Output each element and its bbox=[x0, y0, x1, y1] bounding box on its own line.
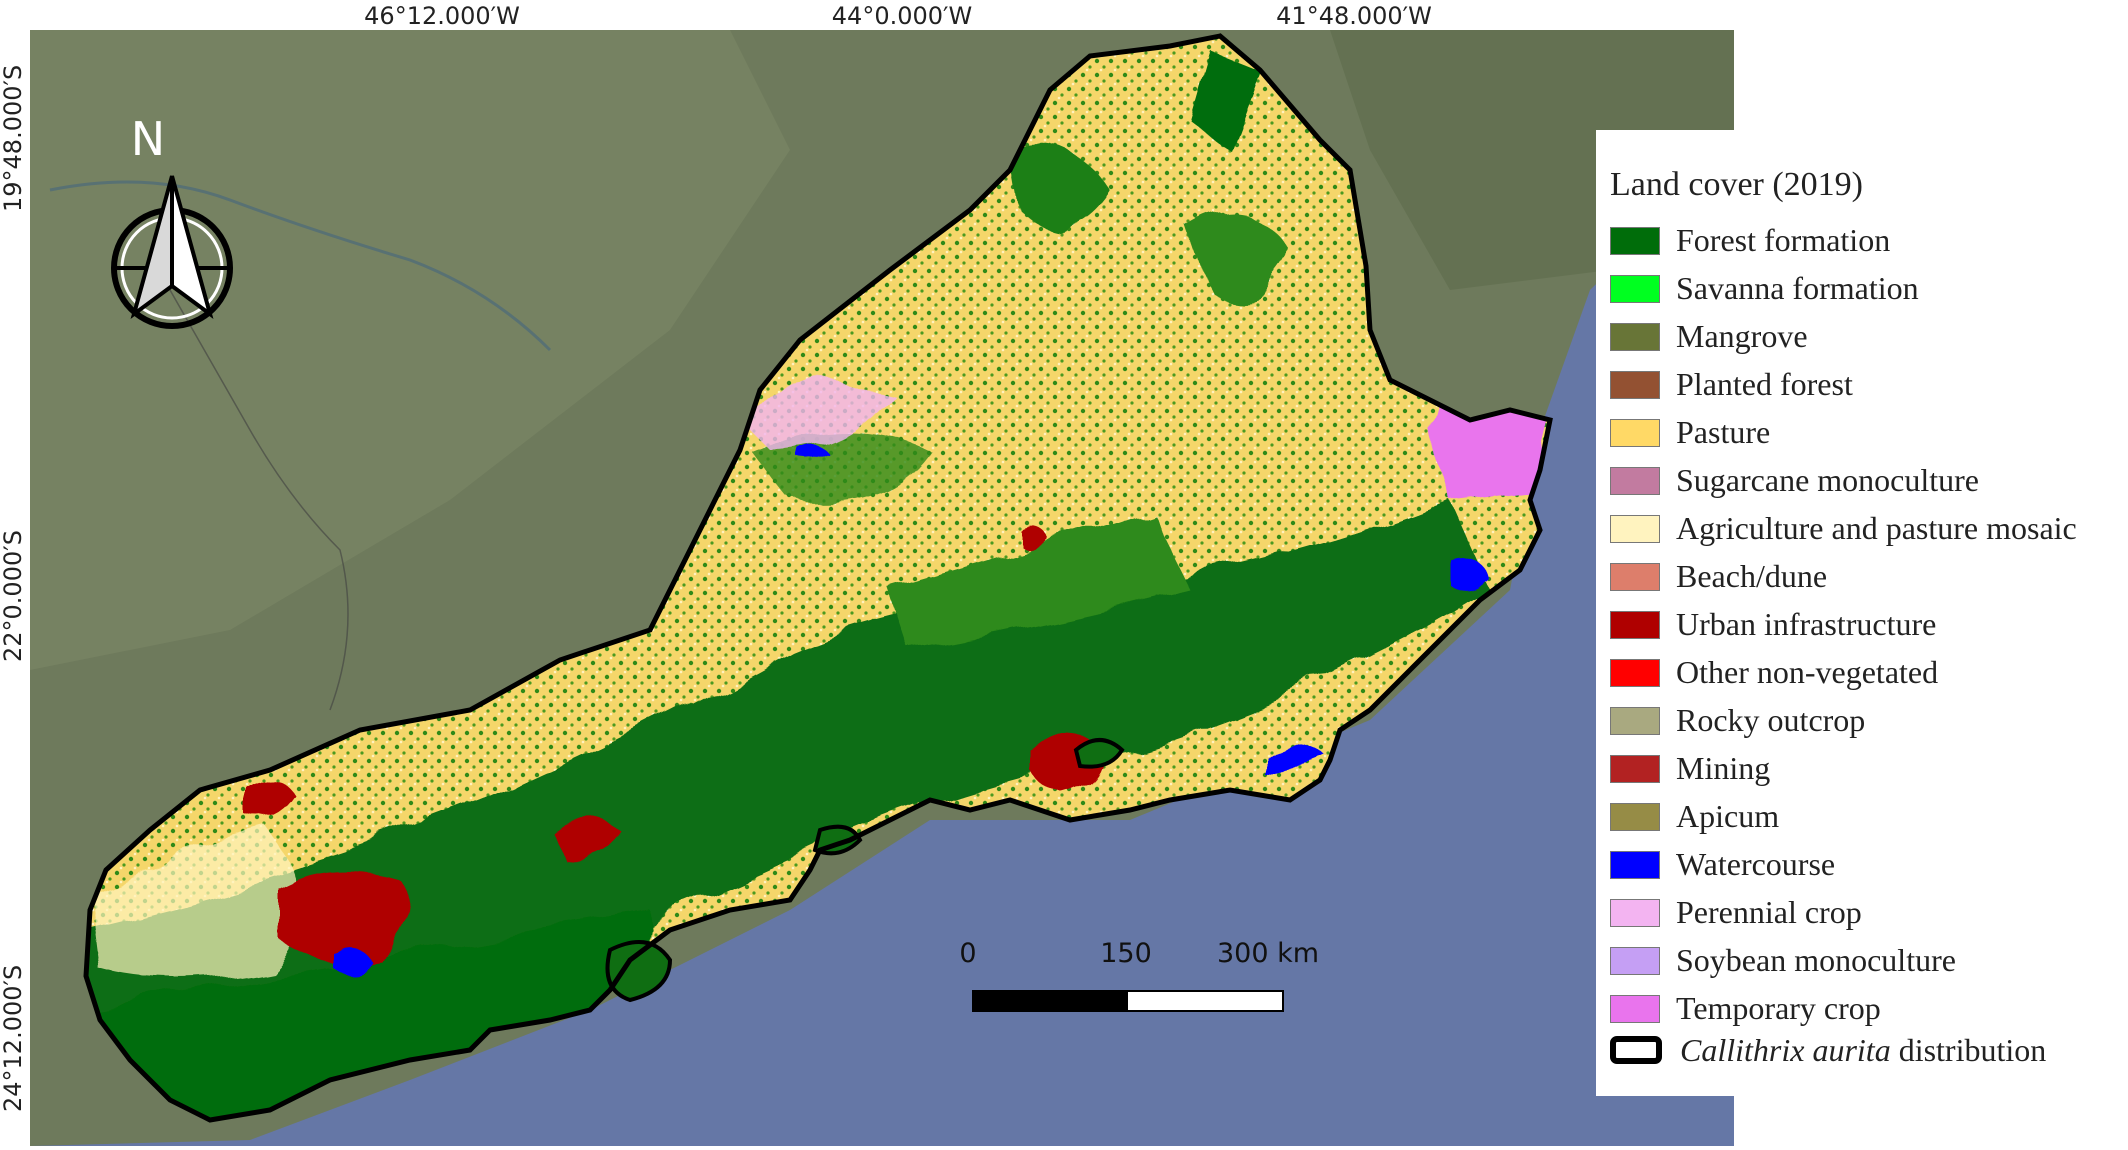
legend: Land cover (2019) Forest formation Savann… bbox=[1596, 130, 2128, 1096]
longitude-label-3: 41°48.000′W bbox=[1276, 2, 1432, 30]
legend-item: Perennial crop bbox=[1610, 892, 2120, 932]
legend-swatch bbox=[1610, 563, 1660, 591]
legend-swatch bbox=[1610, 707, 1660, 735]
legend-item: Forest formation bbox=[1610, 220, 2120, 260]
scale-tick-300: 300 km bbox=[1216, 938, 1320, 969]
legend-label: Forest formation bbox=[1676, 222, 1891, 258]
legend-item: Pasture bbox=[1610, 412, 2120, 452]
legend-label: Planted forest bbox=[1676, 366, 1853, 402]
legend-label: Mangrove bbox=[1676, 318, 1808, 354]
legend-label: Soybean monoculture bbox=[1676, 942, 1956, 978]
legend-item: Watercourse bbox=[1610, 844, 2120, 884]
legend-label: Rocky outcrop bbox=[1676, 702, 1866, 738]
legend-label: Urban infrastructure bbox=[1676, 606, 1937, 642]
legend-swatch bbox=[1610, 467, 1660, 495]
land-cover-map bbox=[30, 30, 1734, 1146]
legend-swatch bbox=[1610, 371, 1660, 399]
scale-tick-150: 150 bbox=[1100, 938, 1152, 969]
legend-swatch bbox=[1610, 899, 1660, 927]
legend-label: Savanna formation bbox=[1676, 270, 1919, 306]
legend-label: Mining bbox=[1676, 750, 1771, 786]
legend-item: Beach/dune bbox=[1610, 556, 2120, 596]
legend-label: Temporary crop bbox=[1676, 990, 1881, 1026]
island bbox=[1073, 738, 1125, 769]
legend-swatch bbox=[1610, 995, 1660, 1023]
legend-swatch bbox=[1610, 515, 1660, 543]
longitude-label-2: 44°0.000′W bbox=[831, 2, 973, 30]
distribution-swatch bbox=[1610, 1036, 1662, 1064]
legend-swatch bbox=[1610, 659, 1660, 687]
legend-swatch bbox=[1610, 275, 1660, 303]
scale-segment-black bbox=[972, 990, 1130, 1012]
legend-item: Mangrove bbox=[1610, 316, 2120, 356]
scale-tick-0: 0 bbox=[959, 938, 977, 969]
legend-label: Apicum bbox=[1676, 798, 1780, 834]
legend-item: Rocky outcrop bbox=[1610, 700, 2120, 740]
legend-item: Agriculture and pasture mosaic bbox=[1610, 508, 2120, 548]
legend-swatch bbox=[1610, 947, 1660, 975]
legend-label: Sugarcane monoculture bbox=[1676, 462, 1979, 498]
legend-label: Beach/dune bbox=[1676, 558, 1828, 594]
legend-item: Savanna formation bbox=[1610, 268, 2120, 308]
legend-label: Watercourse bbox=[1676, 846, 1836, 882]
legend-swatch bbox=[1610, 419, 1660, 447]
legend-item: Urban infrastructure bbox=[1610, 604, 2120, 644]
map-frame[interactable] bbox=[30, 30, 1734, 1146]
legend-label: Perennial crop bbox=[1676, 894, 1862, 930]
north-arrow-icon bbox=[111, 175, 233, 329]
legend-swatch bbox=[1610, 227, 1660, 255]
north-label: N bbox=[130, 112, 166, 166]
island bbox=[605, 940, 673, 1003]
legend-swatch bbox=[1610, 803, 1660, 831]
legend-item: Apicum bbox=[1610, 796, 2120, 836]
longitude-label-1: 46°12.000′W bbox=[364, 2, 520, 30]
legend-item: Mining bbox=[1610, 748, 2120, 788]
legend-swatch bbox=[1610, 323, 1660, 351]
legend-label: Pasture bbox=[1676, 414, 1771, 450]
legend-swatch bbox=[1610, 755, 1660, 783]
legend-item: Temporary crop bbox=[1610, 988, 2120, 1028]
scale-bar: 0 150 300 km bbox=[959, 938, 1319, 1018]
legend-item-distribution: Callithrix aurita distribution bbox=[1610, 1028, 2120, 1072]
legend-item: Planted forest bbox=[1610, 364, 2120, 404]
distribution-label: Callithrix aurita distribution bbox=[1680, 1028, 2046, 1072]
legend-item: Other non-vegetated bbox=[1610, 652, 2120, 692]
scale-segment-white bbox=[1126, 990, 1284, 1012]
legend-item: Sugarcane monoculture bbox=[1610, 460, 2120, 500]
latitude-label-2: 22°0.000′S bbox=[0, 530, 27, 662]
legend-label: Other non-vegetated bbox=[1676, 654, 1939, 690]
distribution-species: Callithrix aurita bbox=[1680, 1032, 1891, 1068]
latitude-label-3: 24°12.000′S bbox=[0, 964, 27, 1112]
legend-swatch bbox=[1610, 851, 1660, 879]
legend-swatch bbox=[1610, 611, 1660, 639]
legend-label: Agriculture and pasture mosaic bbox=[1676, 510, 2077, 546]
legend-item: Soybean monoculture bbox=[1610, 940, 2120, 980]
latitude-label-1: 19°48.000′S bbox=[0, 64, 27, 212]
distribution-suffix: distribution bbox=[1890, 1032, 2047, 1068]
legend-title: Land cover (2019) bbox=[1610, 166, 1864, 203]
